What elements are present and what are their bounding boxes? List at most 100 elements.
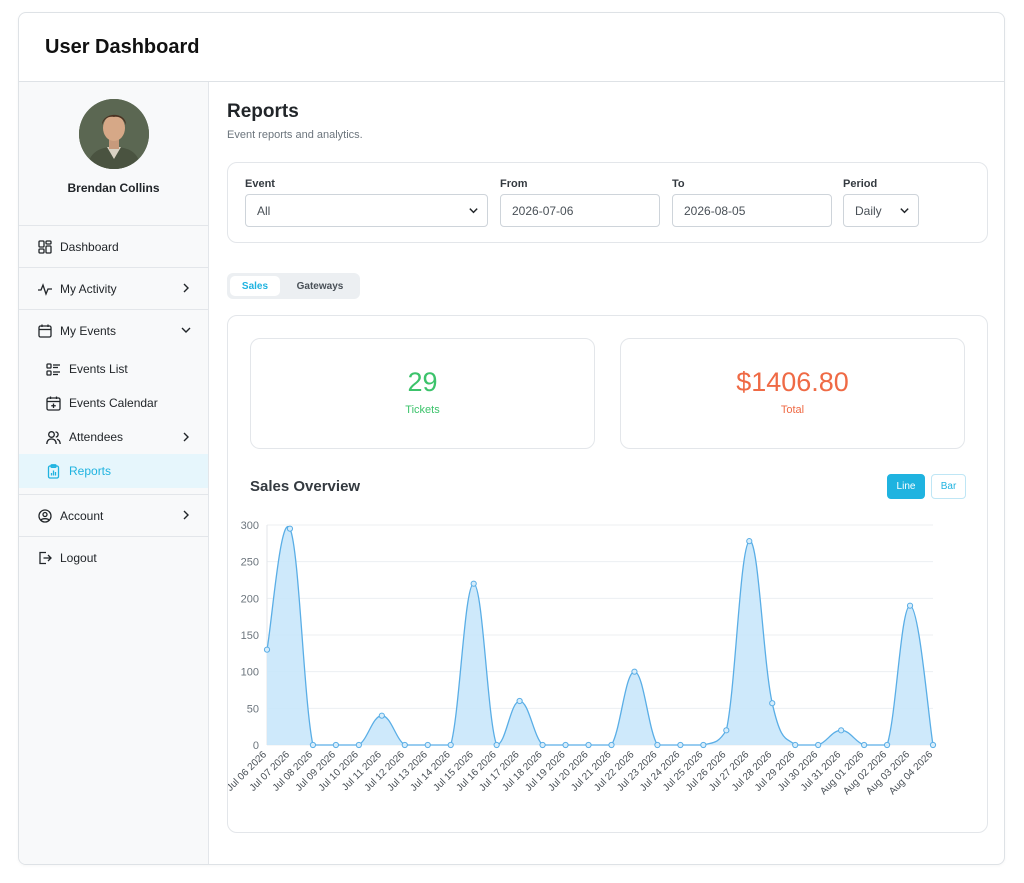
page-subtitle: Event reports and analytics. — [227, 129, 363, 141]
event-filter-label: Event — [245, 178, 275, 190]
event-select-value: All — [257, 203, 271, 218]
data-point — [286, 525, 294, 532]
data-point — [539, 741, 546, 749]
list-icon — [46, 362, 61, 377]
clipboard-chart-icon — [46, 463, 61, 479]
y-tick-label: 250 — [241, 557, 259, 569]
data-point — [585, 741, 592, 749]
chevron-down-icon — [469, 208, 478, 214]
data-point — [677, 741, 684, 749]
data-point — [769, 700, 776, 707]
nav-logout-label: Logout — [60, 551, 97, 565]
data-point — [815, 741, 822, 749]
period-label: Period — [843, 178, 878, 190]
nav-attendees[interactable]: Attendees — [19, 420, 208, 454]
total-amount: $1406.80 — [736, 367, 849, 397]
data-point — [838, 727, 845, 734]
nav-my-activity[interactable]: My Activity — [19, 268, 208, 310]
data-point — [723, 727, 730, 734]
nav-account[interactable]: Account — [19, 495, 208, 537]
sales-panel: 29 Tickets $1406.80 Total Sales Overview… — [225, 315, 988, 833]
profile-card: Brendan Collins — [19, 82, 208, 226]
data-point — [608, 741, 615, 749]
total-label: Total — [780, 404, 805, 416]
to-date-value: 2026-08-05 — [684, 203, 746, 218]
data-point — [355, 741, 362, 749]
profile-name: Brendan Collins — [67, 181, 160, 195]
data-point — [746, 538, 753, 545]
app-window: User Dashboard Brendan Collins Da — [18, 12, 1005, 865]
y-tick-label: 200 — [241, 593, 259, 605]
data-point — [401, 741, 408, 749]
data-point — [792, 741, 799, 749]
data-point — [883, 741, 891, 749]
nav-reports-label: Reports — [69, 464, 112, 478]
page-title: Reports — [227, 101, 299, 122]
total-stat-card: $1406.80 Total — [620, 338, 965, 449]
nav-dashboard[interactable]: Dashboard — [19, 226, 208, 268]
tab-gateways[interactable]: Gateways — [296, 280, 344, 292]
nav-reports[interactable]: Reports — [19, 454, 208, 488]
chevron-right-icon — [183, 283, 189, 293]
data-point — [447, 741, 454, 749]
report-tabs: Sales Gateways — [227, 273, 360, 299]
data-point — [631, 668, 638, 675]
nav-events-calendar[interactable]: Events Calendar — [19, 386, 208, 420]
avatar — [78, 99, 149, 169]
chevron-right-icon — [183, 432, 189, 442]
sales-chart: 0 50 100 150 200 250 300 Jul 06 2026 Jul 07 2026… — [225, 511, 987, 811]
data-point — [906, 602, 914, 609]
bar-chart-button[interactable]: Bar — [931, 474, 966, 499]
y-tick-label: 50 — [247, 703, 259, 715]
tickets-stat-card: 29 Tickets — [250, 338, 595, 449]
to-date-input[interactable]: 2026-08-05 — [672, 194, 832, 227]
calendar-plus-icon — [46, 396, 61, 411]
data-point — [424, 741, 431, 749]
user-circle-icon — [38, 508, 52, 523]
data-point — [700, 741, 707, 749]
users-icon — [46, 430, 61, 445]
nav-events-list-label: Events List — [69, 362, 128, 376]
filter-card: Event All From 2026-07-06 To 2026-08-05 … — [227, 162, 988, 243]
chevron-right-icon — [183, 510, 189, 520]
data-point — [654, 741, 661, 749]
period-select[interactable]: Daily — [843, 194, 919, 227]
app-title: User Dashboard — [45, 35, 200, 58]
nav-my-activity-label: My Activity — [60, 281, 117, 296]
nav-events-list[interactable]: Events List — [19, 352, 208, 386]
nav-logout[interactable]: Logout — [19, 537, 208, 579]
sales-area — [267, 526, 933, 745]
nav-my-events[interactable]: My Events — [19, 310, 208, 352]
from-date-label: From — [500, 178, 528, 190]
sales-line — [266, 525, 934, 746]
nav-account-label: Account — [60, 508, 104, 523]
main-content: Reports Event reports and analytics. Eve… — [209, 82, 1004, 864]
data-point — [470, 580, 477, 587]
nav-attendees-label: Attendees — [69, 430, 124, 444]
data-point — [332, 741, 339, 749]
top-bar: User Dashboard — [19, 13, 1004, 82]
data-point — [516, 697, 523, 705]
data-point — [493, 741, 500, 749]
from-date-value: 2026-07-06 — [512, 203, 574, 218]
y-tick-label: 100 — [241, 667, 259, 679]
period-select-value: Daily — [855, 203, 882, 218]
sidebar: Brendan Collins Dashboard My Activity My… — [19, 82, 209, 864]
from-date-input[interactable]: 2026-07-06 — [500, 194, 660, 227]
logout-icon — [38, 551, 52, 565]
tab-sales[interactable]: Sales — [230, 276, 280, 296]
nav-my-events-label: My Events — [60, 324, 117, 338]
y-tick-label: 300 — [241, 520, 259, 532]
data-point — [562, 741, 569, 749]
nav-events-calendar-label: Events Calendar — [69, 396, 158, 410]
activity-icon — [38, 282, 52, 296]
chevron-down-icon — [900, 208, 909, 214]
chevron-down-icon — [181, 327, 191, 333]
data-point — [929, 741, 937, 749]
my-events-submenu: Events List Events Calendar Attendees — [19, 352, 208, 495]
y-tick-label: 150 — [241, 630, 259, 642]
line-chart-button[interactable]: Line — [887, 474, 925, 499]
data-point — [378, 712, 385, 719]
event-select[interactable]: All — [245, 194, 488, 227]
